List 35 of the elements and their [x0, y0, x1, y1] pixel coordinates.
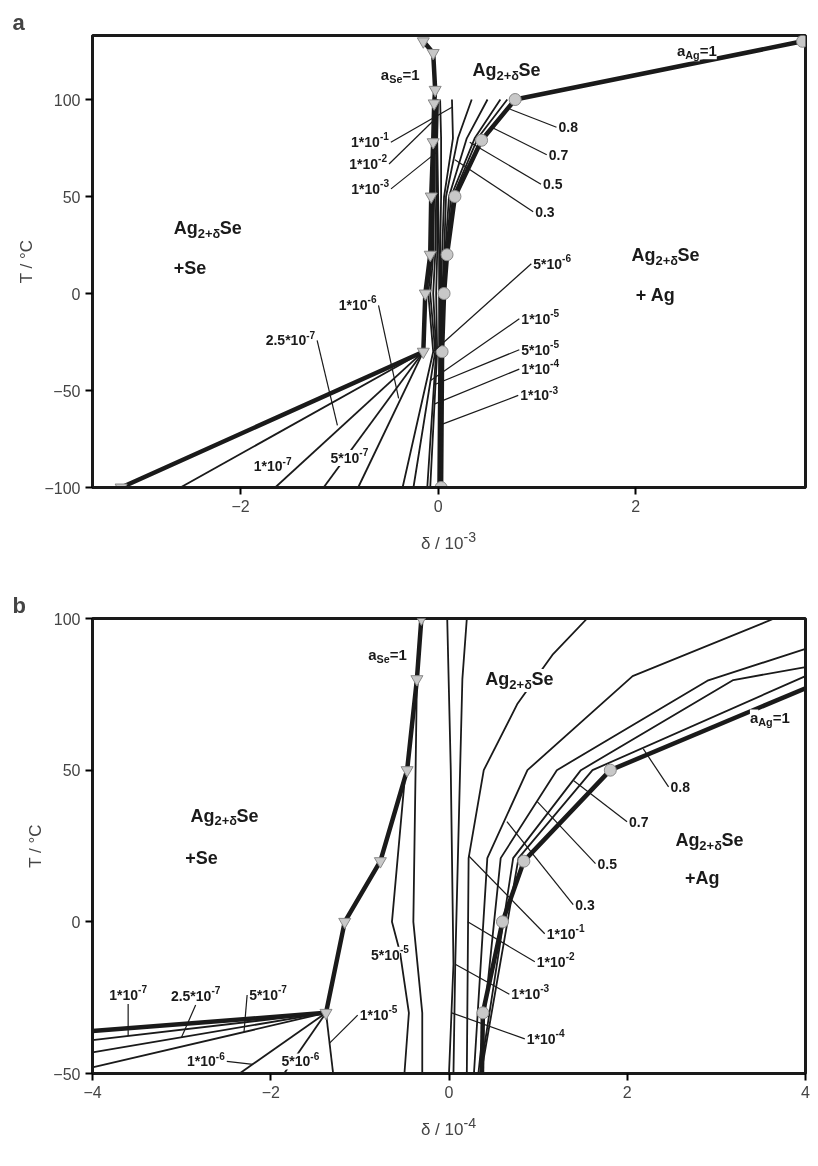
- y-tick-label: −50: [53, 382, 81, 400]
- x-tick-label: 2: [622, 1083, 632, 1101]
- annotation: +Se: [173, 258, 207, 279]
- x-tick-label: 0: [433, 497, 443, 515]
- y-tick-label: −100: [44, 479, 81, 497]
- annotation: + Ag: [635, 285, 675, 306]
- annotation: 0.5: [597, 855, 618, 872]
- x-axis-title: δ / 10$^{-3}$: [420, 528, 477, 555]
- annotation: 0.5: [543, 176, 563, 193]
- x-axis-title: δ / 10$^{-4}$: [420, 1114, 477, 1141]
- x-tick-label: −2: [231, 497, 250, 515]
- x-tick-label: −4: [83, 1083, 102, 1101]
- y-tick-label: 100: [53, 91, 81, 109]
- y-axis-title: T / °C: [26, 824, 46, 868]
- annotation: 0.7: [548, 146, 569, 163]
- y-tick-label: 50: [62, 762, 81, 780]
- annotation: 0.7: [629, 813, 649, 830]
- y-axis-title: T / °C: [17, 239, 37, 284]
- x-tick-label: 0: [444, 1083, 454, 1101]
- y-tick-label: −50: [53, 1065, 81, 1083]
- y-tick-label: 0: [71, 913, 81, 931]
- annotation: +Ag: [685, 867, 720, 888]
- chart-title: a: [12, 9, 26, 35]
- y-tick-label: 50: [62, 188, 81, 206]
- annotation: 0.3: [575, 896, 595, 913]
- annotation: 0.3: [535, 203, 555, 220]
- y-tick-label: 100: [53, 610, 81, 628]
- x-tick-label: 4: [801, 1083, 811, 1101]
- x-tick-label: 2: [631, 497, 641, 515]
- y-tick-label: 0: [71, 285, 81, 303]
- annotation: +Se: [185, 848, 218, 869]
- annotation: 0.8: [670, 778, 691, 795]
- x-tick-label: −2: [261, 1083, 280, 1101]
- chart-title: b: [12, 592, 26, 618]
- annotation: 0.8: [558, 119, 579, 136]
